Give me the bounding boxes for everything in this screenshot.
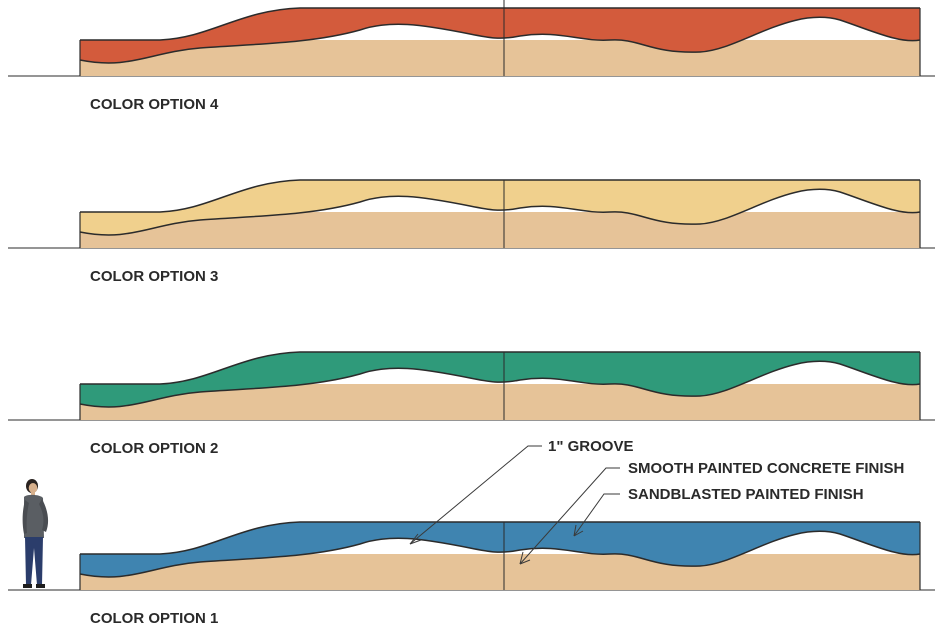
groove-leader-line bbox=[409, 445, 542, 545]
color-option-1-elevation: COLOR OPTION 1 bbox=[8, 521, 935, 626]
groove-label: 1" GROOVE bbox=[548, 438, 633, 455]
groove-arrowhead bbox=[409, 533, 422, 545]
caption-option-2: COLOR OPTION 2 bbox=[90, 440, 218, 457]
finish-annotations: 1" GROOVE SMOOTH PAINTED CONCRETE FINISH… bbox=[409, 438, 904, 565]
smooth-finish-label: SMOOTH PAINTED CONCRETE FINISH bbox=[628, 460, 904, 477]
smooth-finish-leader-line bbox=[519, 467, 620, 565]
caption-option-3: COLOR OPTION 3 bbox=[90, 268, 218, 285]
color-option-3-elevation: COLOR OPTION 3 bbox=[8, 179, 935, 285]
sandblasted-leader-line bbox=[573, 493, 620, 537]
caption-option-4: COLOR OPTION 4 bbox=[90, 96, 219, 113]
caption-option-1: COLOR OPTION 1 bbox=[90, 610, 218, 626]
sandblasted-label: SANDBLASTED PAINTED FINISH bbox=[628, 486, 864, 503]
smooth-finish-arrowhead bbox=[519, 551, 531, 565]
color-option-2-elevation: COLOR OPTION 2 bbox=[8, 351, 935, 457]
color-option-4-elevation: COLOR OPTION 4 bbox=[8, 0, 935, 113]
scale-person-icon bbox=[22, 479, 49, 588]
sandblasted-arrowhead bbox=[573, 524, 584, 537]
